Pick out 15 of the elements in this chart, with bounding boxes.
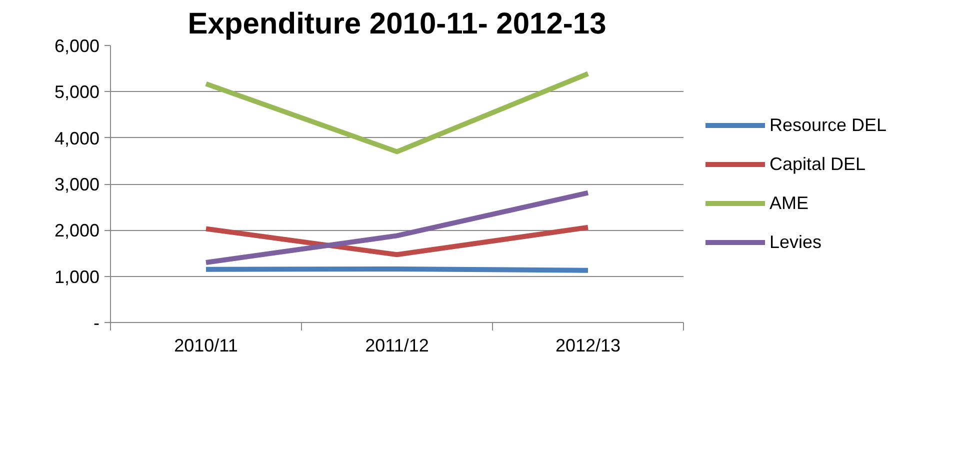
y-tick-label: - [94,313,100,333]
y-tick-label: 2,000 [54,220,100,241]
legend-label: Levies [769,232,822,252]
chart-title: Expenditure 2010-11- 2012-13 [188,8,606,40]
y-tick-label: 5,000 [54,82,100,102]
legend-label: Resource DEL [769,114,887,136]
y-tick-label: 4,000 [54,128,100,148]
y-tick-label: 3,000 [54,174,100,194]
y-tick-label: 6,000 [54,36,100,56]
x-tick-label: 2012/13 [555,336,621,356]
legend-label: Capital DEL [769,154,866,174]
x-tick-label: 2010/11 [174,336,238,356]
y-tick-label: 1,000 [54,266,100,287]
x-tick-label: 2011/12 [365,336,429,356]
legend-label: AME [769,192,808,214]
